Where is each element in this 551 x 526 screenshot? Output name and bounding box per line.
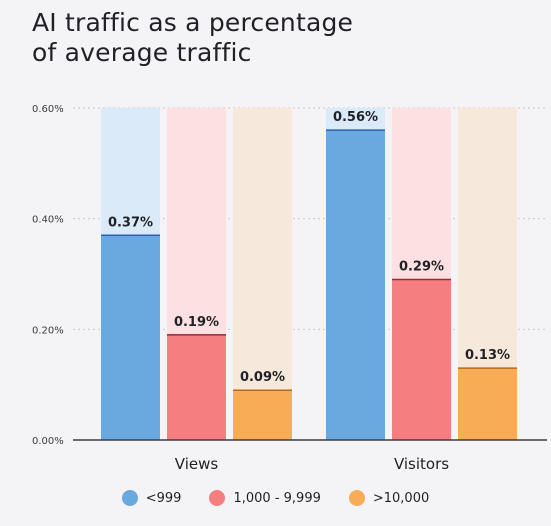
data-label: 0.37% [108,215,153,230]
data-label: 0.29% [399,260,444,275]
bar [233,390,292,440]
bar [326,130,385,440]
data-label: 0.56% [333,110,378,125]
legend-swatch [348,490,365,506]
chart-legend: <999 1,000 - 9,999 >10,000 [0,490,551,506]
chart-title: AI traffic as a percentage of average tr… [32,8,532,68]
bar [392,279,451,440]
legend-item: >10,000 [348,490,430,506]
data-label: 0.19% [174,315,219,330]
legend-label: >10,000 [372,490,430,506]
data-label: 0.13% [465,348,510,363]
legend-swatch [209,490,226,506]
bar-background [233,108,292,440]
x-category-label: Visitors [394,455,449,473]
bar-chart: 0.00% 0.20% 0.40% 0.60% 0.37% 0.19% 0.09% Views… [32,104,547,473]
bar [101,235,160,440]
legend-swatch [121,490,138,506]
y-tick-label: 0.20% [32,325,64,336]
y-tick-label: 0.40% [32,215,64,226]
x-category-label: Views [175,455,219,473]
chart-title-line-2: of average traffic [32,38,252,67]
bar [458,368,517,440]
legend-label: <999 [145,490,182,506]
data-label: 0.09% [240,370,285,385]
y-tick-label: 0.00% [32,436,64,447]
bar [167,334,226,440]
legend-item: 1,000 - 9,999 [209,490,321,506]
legend-label: 1,000 - 9,999 [233,490,321,506]
legend-item: <999 [121,490,182,506]
y-tick-label: 0.60% [32,104,64,115]
chart-title-line-1: AI traffic as a percentage [32,8,354,37]
